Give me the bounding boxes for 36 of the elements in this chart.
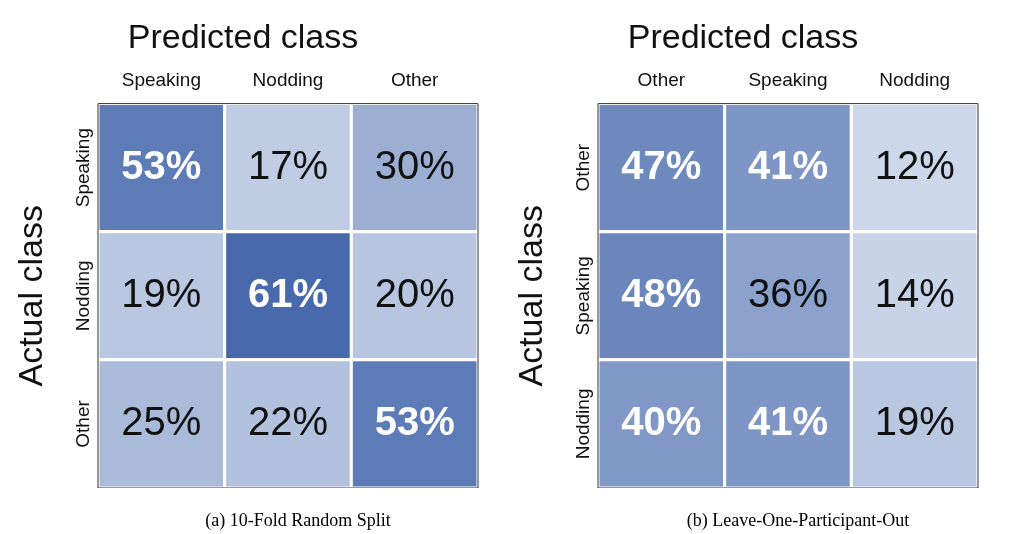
data-label: 53% [374, 398, 455, 443]
data-label: 14% [874, 270, 955, 315]
data-label: 17% [247, 142, 329, 187]
y-tick-label: Speaking [572, 256, 594, 336]
y-axis-title: Actual class [510, 205, 549, 387]
data-label: 19% [874, 398, 955, 443]
text: (b) Leave-One-Participant-Out [685, 510, 911, 531]
data-label: 25% [121, 398, 202, 443]
y-tick-label: Nodding [572, 388, 594, 460]
data-label: 47% [621, 142, 702, 187]
text: (a) 10-Fold Random Split [204, 510, 392, 531]
x-tick-label: Other [390, 69, 440, 91]
x-tick-label: Other [637, 69, 686, 91]
data-label: 22% [247, 398, 329, 443]
chart-title: Predicted class [127, 16, 359, 55]
data-label: 61% [247, 270, 329, 315]
data-label: 48% [621, 270, 702, 315]
x-tick-label: Speaking [121, 69, 201, 91]
data-label: 20% [374, 270, 455, 315]
data-label: 36% [747, 270, 829, 315]
data-label: 41% [747, 398, 829, 443]
y-tick-label: Speaking [72, 128, 94, 208]
x-tick-label: Speaking [748, 69, 828, 91]
data-label: 41% [747, 142, 829, 187]
y-tick-label: Other [572, 143, 594, 192]
x-tick-label: Nodding [879, 69, 951, 91]
x-tick-label: Nodding [252, 69, 324, 91]
y-tick-label: Nodding [72, 260, 94, 332]
data-label: 53% [121, 142, 202, 187]
data-label: 19% [121, 270, 202, 315]
data-label: 30% [374, 142, 455, 187]
chart-title: Predicted class [627, 16, 859, 55]
data-label: 12% [874, 142, 955, 187]
data-label: 40% [621, 398, 702, 443]
y-tick-label: Other [72, 399, 94, 448]
y-axis-title: Actual class [10, 205, 49, 387]
